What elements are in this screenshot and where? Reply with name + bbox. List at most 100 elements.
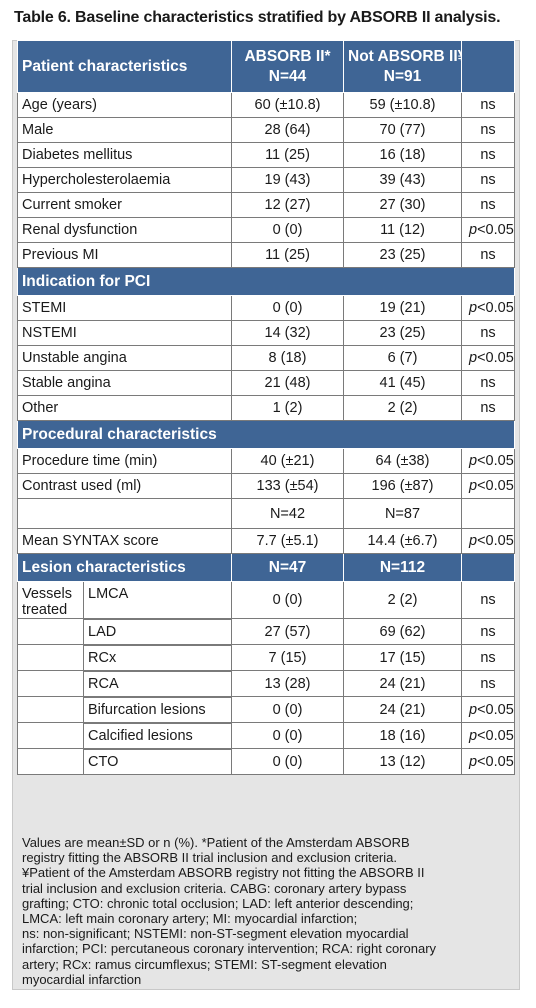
table-row: RCx 7 (15) 17 (15) ns — [17, 644, 515, 671]
p-threshold: <0.05 — [477, 350, 514, 366]
row-label: Calcified lesions — [84, 723, 231, 748]
header-patient-characteristics: Patient characteristics — [17, 40, 232, 93]
row-label: RCA — [84, 671, 231, 696]
row-label: NSTEMI — [17, 320, 232, 346]
absorb-ii-value: 14 (32) — [231, 320, 344, 346]
p-value-cell: p<0.05 — [461, 295, 515, 321]
table-row: Contrast used (ml) 133 (±54) 196 (±87) p<0.… — [17, 473, 515, 499]
absorb-ii-value: 60 (±10.8) — [231, 92, 344, 118]
syntax-n-row: N=42 N=87 — [17, 498, 515, 529]
not-absorb-ii-value: 13 (12) — [343, 748, 462, 775]
absorb-ii-value: 0 (0) — [231, 581, 344, 619]
row-label-cell: Bifurcation lesions — [17, 696, 232, 723]
table-row: Diabetes mellitus 11 (25) 16 (18) ns — [17, 142, 515, 168]
row-label-cell: Calcified lesions — [17, 722, 232, 749]
footnote-line: ¥Patient of the Amsterdam ABSORB registr… — [22, 865, 425, 881]
absorb-ii-value: 0 (0) — [231, 295, 344, 321]
table-row: CTO 0 (0) 13 (12) p<0.05 — [17, 748, 515, 775]
row-label-cell: RCA — [17, 670, 232, 697]
not-absorb-ii-value: 2 (2) — [343, 581, 462, 619]
table-row: NSTEMI 14 (32) 23 (25) ns — [17, 320, 515, 346]
p-symbol: p — [469, 300, 478, 316]
vessels-spacer — [19, 697, 84, 722]
table-row: Unstable angina 8 (18) 6 (7) p<0.05 — [17, 345, 515, 371]
table-row: LAD 27 (57) 69 (62) ns — [17, 618, 515, 645]
absorb-ii-value: 21 (48) — [231, 370, 344, 396]
p-value-cell: ns — [461, 618, 515, 645]
table-row: Vessels treated LMCA 0 (0) 2 (2) ns — [17, 581, 515, 619]
table-row: Bifurcation lesions 0 (0) 24 (21) p<0.05 — [17, 696, 515, 723]
not-absorb-ii-value: 24 (21) — [343, 696, 462, 723]
not-absorb-ii-value: 70 (77) — [343, 117, 462, 143]
p-value-cell: p<0.05 — [461, 345, 515, 371]
row-label: LAD — [84, 619, 231, 644]
p-symbol: p — [469, 350, 478, 366]
footnote-line: ns: non-significant; NSTEMI: non-ST-segm… — [22, 926, 409, 942]
vessels-treated-label: Vessels treated — [19, 582, 84, 618]
p-threshold: <0.05 — [477, 222, 514, 238]
row-label: Stable angina — [17, 370, 232, 396]
table-row: RCA 13 (28) 24 (21) ns — [17, 670, 515, 697]
p-value-cell: p<0.05 — [461, 528, 515, 554]
absorb-ii-value: 27 (57) — [231, 618, 344, 645]
p-value-cell: p<0.05 — [461, 473, 515, 499]
not-absorb-ii-value: 41 (45) — [343, 370, 462, 396]
p-value-cell: ns — [461, 192, 515, 218]
row-label: Hypercholesterolaemia — [17, 167, 232, 193]
absorb-ii-value: 11 (25) — [231, 142, 344, 168]
not-absorb-ii-value: 19 (21) — [343, 295, 462, 321]
section-empty — [461, 553, 515, 582]
row-label: CTO — [84, 749, 231, 774]
table-row: Current smoker 12 (27) 27 (30) ns — [17, 192, 515, 218]
row-label: Previous MI — [17, 242, 232, 268]
table-row: Hypercholesterolaemia 19 (43) 39 (43) ns — [17, 167, 515, 193]
not-absorb-ii-value: 6 (7) — [343, 345, 462, 371]
p-value-cell: ns — [461, 242, 515, 268]
header-absorb-ii: ABSORB II* N=44 — [231, 40, 344, 93]
header-not-absorb-ii: Not ABSORB II¥ N=91 — [343, 40, 462, 93]
row-label: Unstable angina — [17, 345, 232, 371]
p-symbol: p — [469, 453, 478, 469]
vessels-spacer — [19, 619, 84, 644]
lesion-absorb-ii-n: N=47 — [231, 553, 344, 582]
footnote-line: registry fitting the ABSORB II trial inc… — [22, 850, 397, 866]
p-symbol: p — [469, 222, 478, 238]
section-title: Procedural characteristics — [17, 420, 515, 449]
row-label: Diabetes mellitus — [17, 142, 232, 168]
p-symbol: p — [469, 701, 478, 718]
row-label: Other — [17, 395, 232, 421]
section-title: Indication for PCI — [17, 267, 515, 296]
absorb-ii-n: N=42 — [231, 498, 344, 529]
absorb-ii-value: 7 (15) — [231, 644, 344, 671]
p-value-cell: p<0.05 — [461, 722, 515, 749]
absorb-ii-value: 0 (0) — [231, 748, 344, 775]
p-value-cell: ns — [461, 92, 515, 118]
p-value-cell: p<0.05 — [461, 748, 515, 775]
not-absorb-ii-value: 23 (25) — [343, 320, 462, 346]
row-label: Male — [17, 117, 232, 143]
table-body: Patient characteristics ABSORB II* N=44 … — [17, 40, 515, 775]
not-absorb-ii-value: 196 (±87) — [343, 473, 462, 499]
p-threshold: <0.05 — [477, 533, 514, 549]
footnote-line: artery; RCx: ramus circumflexus; STEMI: … — [22, 956, 387, 972]
section-title: Lesion characteristics — [17, 553, 232, 582]
row-label-cell: CTO — [17, 748, 232, 775]
lesion-not-absorb-ii-n: N=112 — [343, 553, 462, 582]
p-symbol: p — [469, 753, 478, 770]
not-absorb-ii-value: 14.4 (±6.7) — [343, 528, 462, 554]
table-row: STEMI 0 (0) 19 (21) p<0.05 — [17, 295, 515, 321]
row-label: RCx — [84, 645, 231, 670]
row-label-empty — [17, 498, 232, 529]
p-value-cell: ns — [461, 370, 515, 396]
not-absorb-ii-value: 27 (30) — [343, 192, 462, 218]
p-symbol: p — [469, 533, 478, 549]
header-not-absorb-ii-label: Not ABSORB II¥ — [348, 47, 462, 65]
table-row: Stable angina 21 (48) 41 (45) ns — [17, 370, 515, 396]
row-label: Bifurcation lesions — [84, 697, 231, 722]
absorb-ii-value: 11 (25) — [231, 242, 344, 268]
p-threshold: <0.05 — [477, 727, 514, 744]
footnote-line: grafting; CTO: chronic total occlusion; … — [22, 895, 414, 911]
absorb-ii-value: 19 (43) — [231, 167, 344, 193]
p-value-cell: ns — [461, 644, 515, 671]
not-absorb-ii-value: 2 (2) — [343, 395, 462, 421]
